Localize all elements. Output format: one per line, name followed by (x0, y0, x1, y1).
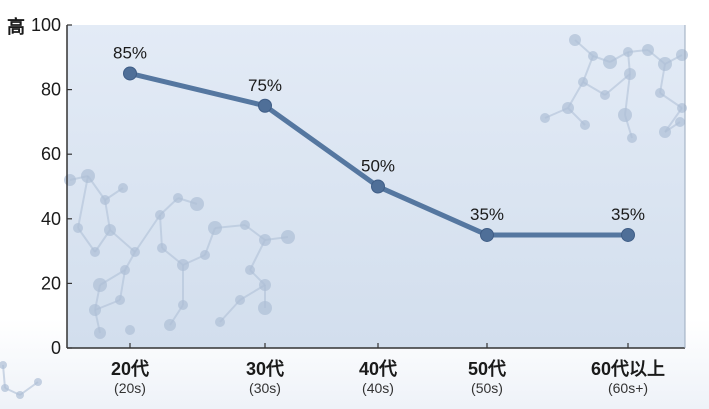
y-tick-label: 60 (41, 144, 61, 164)
data-point (621, 227, 635, 242)
molecule-atom (190, 197, 204, 211)
molecule-atom (281, 230, 295, 244)
data-labels: 85% 75% 50% 35% 35% (113, 43, 645, 224)
series-line (123, 66, 635, 242)
molecule-atom (600, 90, 610, 100)
y-tick-label: 100 (31, 15, 61, 35)
molecule-atom (100, 195, 110, 205)
molecule-atom (118, 183, 128, 193)
molecule-atom (81, 169, 95, 183)
data-point-label: 85% (113, 43, 147, 62)
molecule-atom (157, 243, 167, 253)
molecule-atom (659, 126, 671, 138)
molecule-atom (215, 317, 225, 327)
y-tick-label: 80 (41, 80, 61, 100)
molecule-background-decoration (0, 34, 688, 399)
molecule-atom (676, 49, 688, 61)
x-category-label: 30代 (246, 359, 284, 379)
axes (66, 25, 686, 349)
molecule-bond (159, 214, 163, 249)
molecule-atom (89, 304, 101, 316)
x-category-sublabel: (30s) (249, 380, 281, 396)
x-axis-labels: 20代(20s) 30代(30s) 40代(40s) 50代(50s) 60代以上(60… (111, 343, 665, 396)
molecule-atom (155, 210, 165, 220)
data-point (258, 98, 272, 113)
x-category-label: 50代 (468, 359, 506, 379)
molecule-atom (258, 301, 272, 315)
x-category-sublabel: (40s) (362, 380, 394, 396)
molecule-atom (34, 378, 42, 386)
molecule-bond (77, 175, 89, 229)
molecule-atom (658, 57, 672, 71)
molecule-atom (125, 325, 135, 335)
x-category-sublabel: (50s) (471, 380, 503, 396)
data-point-label: 35% (470, 205, 504, 224)
molecule-bond (134, 214, 161, 253)
x-category-label: 20代 (111, 359, 149, 379)
y-tick-label: 20 (41, 273, 61, 293)
molecule-atom (173, 193, 183, 203)
molecule-atom (94, 327, 106, 339)
data-point (371, 179, 385, 194)
molecule-atom (90, 247, 100, 257)
molecule-atom (618, 108, 632, 122)
y-axis-top-label: 高 (7, 16, 25, 37)
x-category-label: 40代 (359, 359, 397, 379)
molecule-atom (580, 120, 590, 130)
y-tick-label: 0 (51, 338, 61, 358)
molecule-atom (540, 113, 550, 123)
molecule-atom (569, 34, 581, 46)
molecule-atom (93, 278, 107, 292)
molecule-atom (240, 220, 250, 230)
molecule-atom (642, 44, 654, 56)
molecule-atom (588, 51, 598, 61)
molecule-atom (655, 88, 665, 98)
molecule-atom (603, 55, 617, 69)
molecule-atom (578, 77, 588, 87)
molecule-atom (73, 223, 83, 233)
molecule-atom (245, 265, 255, 275)
molecule-atom (627, 133, 637, 143)
molecule-atom (562, 102, 574, 114)
y-axis-ticks: 0 20 40 60 80 100 (31, 15, 72, 358)
molecule-atom (259, 279, 271, 291)
molecule-atom (164, 319, 176, 331)
molecule-atom (120, 265, 130, 275)
data-point-label: 50% (361, 157, 395, 176)
x-category-sublabel: (20s) (114, 380, 146, 396)
data-point-label: 75% (248, 76, 282, 95)
y-tick-label: 40 (41, 209, 61, 229)
molecule-atom (115, 295, 125, 305)
data-point (480, 227, 494, 242)
molecule-atom (200, 250, 210, 260)
molecule-atom (208, 221, 222, 235)
data-point (123, 66, 137, 81)
molecule-atom (235, 295, 245, 305)
x-category-sublabel: (60s+) (608, 380, 648, 396)
molecule-atom (104, 224, 116, 236)
molecule-atom (623, 47, 633, 57)
molecule-atom (624, 68, 636, 80)
molecule-atom (130, 247, 140, 257)
molecule-atom (178, 300, 188, 310)
molecule-bond (119, 269, 126, 301)
molecule-atom (177, 259, 189, 271)
data-point-label: 35% (611, 205, 645, 224)
molecule-atom (675, 117, 685, 127)
molecule-atom (259, 234, 271, 246)
molecule-atom (64, 174, 76, 186)
x-category-label: 60代以上 (591, 359, 665, 379)
